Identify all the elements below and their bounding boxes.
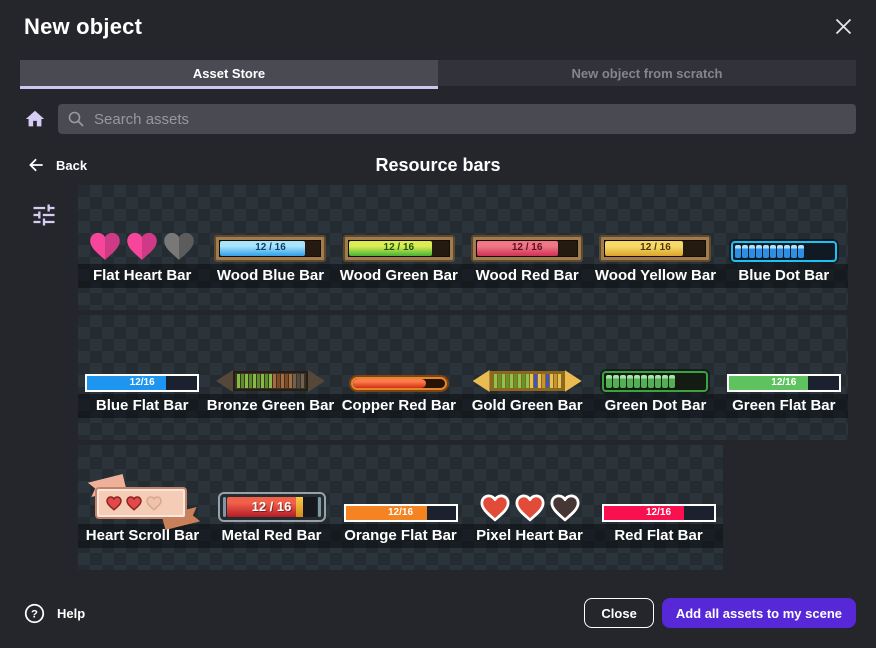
- asset-name: Metal Red Bar: [221, 527, 322, 544]
- label-band: [78, 394, 848, 418]
- asset-name: Wood Yellow Bar: [594, 267, 717, 284]
- asset-tile[interactable]: Heart Scroll Bar: [78, 445, 207, 570]
- flat-hearts-preview: [88, 231, 196, 262]
- asset-name: Wood Red Bar: [475, 267, 579, 284]
- asset-name: Bronze Green Bar: [206, 397, 335, 414]
- asset-name: Orange Flat Bar: [344, 527, 457, 544]
- search-input[interactable]: [94, 110, 846, 128]
- asset-name: Red Flat Bar: [614, 527, 703, 544]
- tab-asset-store-label: Asset Store: [192, 65, 266, 81]
- asset-name: Gold Green Bar: [471, 397, 583, 414]
- svg-text:?: ?: [31, 608, 38, 620]
- asset-name: Pixel Heart Bar: [476, 527, 583, 544]
- asset-name: Wood Blue Bar: [216, 267, 325, 284]
- filter-icon[interactable]: [30, 201, 58, 234]
- tab-new-object-from-scratch-label: New object from scratch: [571, 65, 723, 81]
- label-band: [78, 264, 848, 288]
- tab-new-object-from-scratch[interactable]: New object from scratch: [438, 60, 856, 86]
- asset-tile[interactable]: 12/16 Orange Flat Bar: [336, 445, 465, 570]
- close-icon[interactable]: [835, 18, 852, 40]
- wood-bar-preview: 12 / 16: [342, 235, 455, 262]
- asset-name: Blue Dot Bar: [738, 267, 830, 284]
- asset-tile[interactable]: Pixel Heart Bar: [465, 445, 594, 570]
- wood-bar-preview: 12 / 16: [214, 235, 327, 262]
- close-button[interactable]: Close: [584, 598, 654, 628]
- asset-name: Wood Green Bar: [339, 267, 458, 284]
- asset-tile[interactable]: 12 / 16 Wood Red Bar: [463, 185, 591, 310]
- home-icon[interactable]: [24, 108, 46, 130]
- flat-bar-preview: 12/16: [726, 374, 841, 392]
- asset-tile[interactable]: Blue Dot Bar: [720, 185, 848, 310]
- help-button[interactable]: ? Help: [24, 603, 85, 624]
- asset-name: Green Flat Bar: [732, 397, 836, 414]
- metal-bar-preview: 12 / 16: [217, 492, 326, 522]
- back-label: Back: [56, 157, 88, 173]
- arrow-bar-preview: [472, 370, 582, 392]
- asset-tile[interactable]: 12 / 16 Wood Green Bar: [335, 185, 463, 310]
- flat-bar-preview: 12/16: [601, 504, 716, 522]
- flat-bar-preview: 12/16: [343, 504, 458, 522]
- dialog-header: New object: [24, 14, 852, 40]
- asset-row: 12/16 Blue Flat Bar Bronze Green Bar Copper…: [78, 315, 848, 440]
- asset-tile[interactable]: 12/16 Blue Flat Bar: [78, 315, 206, 440]
- tab-asset-store[interactable]: Asset Store: [20, 60, 438, 89]
- pixel-hearts-preview: [480, 494, 580, 522]
- dot-bar-preview: [602, 371, 709, 392]
- asset-tile[interactable]: Flat Heart Bar: [78, 185, 206, 310]
- flat-bar-preview: 12/16: [85, 374, 200, 392]
- footer: ? Help Close Add all assets to my scene: [24, 598, 856, 628]
- search-bar[interactable]: [58, 104, 856, 134]
- asset-tile[interactable]: Copper Red Bar: [335, 315, 463, 440]
- asset-tile[interactable]: 12 / 16 Wood Yellow Bar: [591, 185, 719, 310]
- page-title: New object: [24, 14, 143, 39]
- add-all-assets-button[interactable]: Add all assets to my scene: [661, 598, 856, 628]
- asset-tile[interactable]: Green Dot Bar: [591, 315, 719, 440]
- asset-tile[interactable]: Bronze Green Bar: [206, 315, 334, 440]
- asset-tile[interactable]: 12 / 16 Metal Red Bar: [207, 445, 336, 570]
- wood-bar-preview: 12 / 16: [471, 235, 584, 262]
- label-band: [78, 524, 723, 548]
- asset-row: Flat Heart Bar 12 / 16 Wood Blue Bar 12 / 1…: [78, 185, 848, 310]
- asset-name: Heart Scroll Bar: [85, 527, 200, 544]
- asset-row: Heart Scroll Bar 12 / 16 Metal Red Bar 12/1…: [78, 445, 723, 570]
- copper-bar-preview: [348, 375, 449, 392]
- section-title: Resource bars: [375, 155, 501, 175]
- arrow-bar-preview: [215, 370, 325, 392]
- heart-scroll-preview: [93, 484, 193, 522]
- asset-tile[interactable]: 12 / 16 Wood Blue Bar: [206, 185, 334, 310]
- asset-name: Copper Red Bar: [341, 397, 456, 414]
- asset-tile[interactable]: 12/16 Green Flat Bar: [720, 315, 848, 440]
- help-label: Help: [57, 605, 86, 621]
- back-button[interactable]: Back: [26, 155, 87, 175]
- search-icon: [68, 111, 84, 127]
- asset-name: Blue Flat Bar: [95, 397, 189, 414]
- asset-tile[interactable]: Gold Green Bar: [463, 315, 591, 440]
- back-arrow-icon: [29, 158, 43, 172]
- wood-bar-preview: 12 / 16: [599, 235, 712, 262]
- asset-name: Flat Heart Bar: [92, 267, 192, 284]
- asset-name: Green Dot Bar: [604, 397, 707, 414]
- asset-tile[interactable]: 12/16 Red Flat Bar: [594, 445, 723, 570]
- nav-row: Resource bars Back: [0, 155, 876, 181]
- dot-bar-preview: [730, 241, 837, 262]
- help-icon: ?: [24, 603, 45, 623]
- tab-bar: Asset Store New object from scratch: [20, 60, 856, 89]
- search-row: [24, 104, 856, 134]
